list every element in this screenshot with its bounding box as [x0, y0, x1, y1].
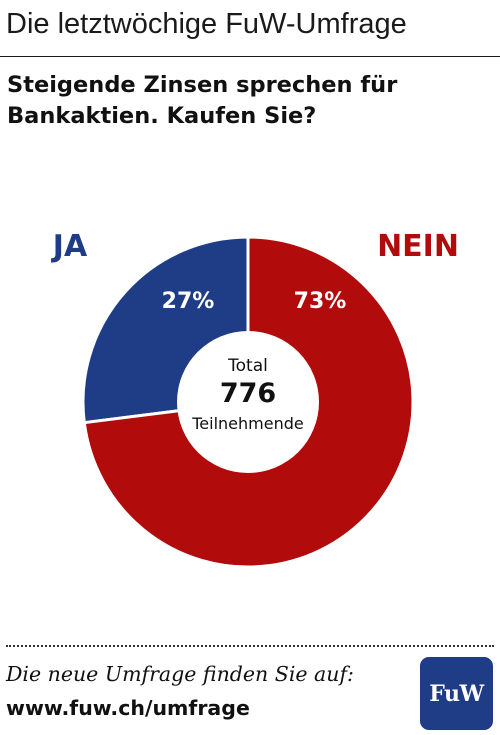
header-divider	[0, 56, 500, 57]
value-label-nein: 73%	[294, 289, 347, 314]
question-line-1: Steigende Zinsen sprechen für	[7, 72, 398, 98]
value-label-ja: 27%	[162, 289, 215, 314]
center-total-label: Total	[227, 356, 268, 376]
center-total-value: 776	[220, 378, 276, 409]
center-participants-label: Teilnehmende	[191, 414, 303, 433]
fuw-logo: FuW	[420, 657, 493, 730]
question-line-2: Bankaktien. Kaufen Sie?	[7, 103, 317, 129]
donut-hole	[177, 331, 319, 473]
footer-divider	[6, 645, 494, 647]
category-label-ja: JA	[51, 229, 88, 264]
category-label-nein: NEIN	[377, 229, 459, 264]
footer-text: Die neue Umfrage finden Sie auf:	[6, 662, 354, 686]
header-title: Die letztwöchige FuW-Umfrage	[6, 8, 407, 40]
footer-url-link[interactable]: www.fuw.ch/umfrage	[6, 696, 250, 720]
survey-question: Steigende Zinsen sprechen für Bankaktien…	[7, 70, 487, 132]
